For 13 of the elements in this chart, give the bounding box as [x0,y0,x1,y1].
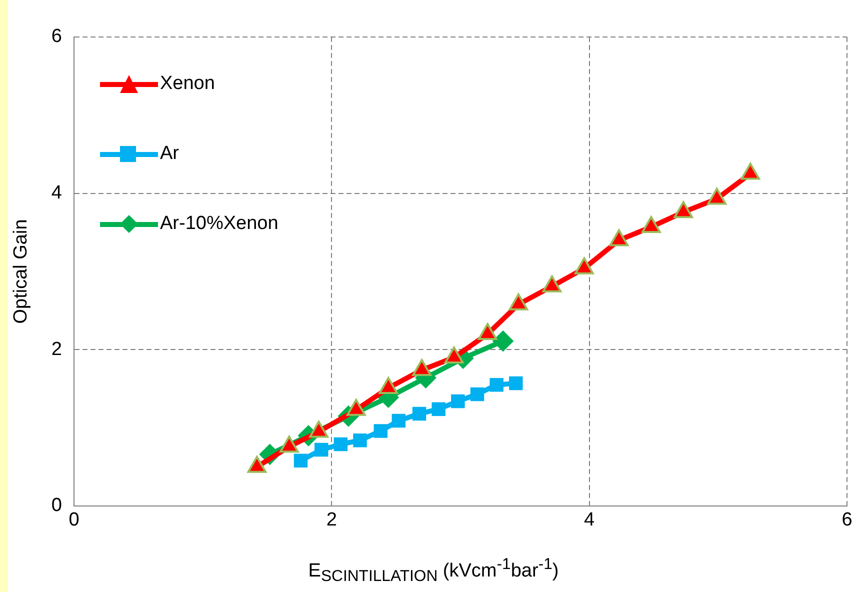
x-tick-label: 0 [68,510,80,531]
legend-label: Ar [160,143,179,165]
x-tick-label: 6 [842,510,852,531]
x-axis-title: E$_{SCINTILLATION}$ (kVcm$^{-1}$bar$^{-1}$) [307,556,560,586]
y-tick-label: 6 [51,26,62,48]
y-tick-label: 0 [51,495,62,516]
legend-label: Xenon [160,73,215,95]
y-axis-title: Optical Gain [10,219,32,324]
x-tick-label: 4 [584,510,596,531]
y-tick-label: 2 [51,338,62,360]
x-tick-label: 2 [326,510,337,531]
legend-label: Ar-10%Xenon [160,213,278,235]
y-tick-label: 4 [51,182,62,204]
